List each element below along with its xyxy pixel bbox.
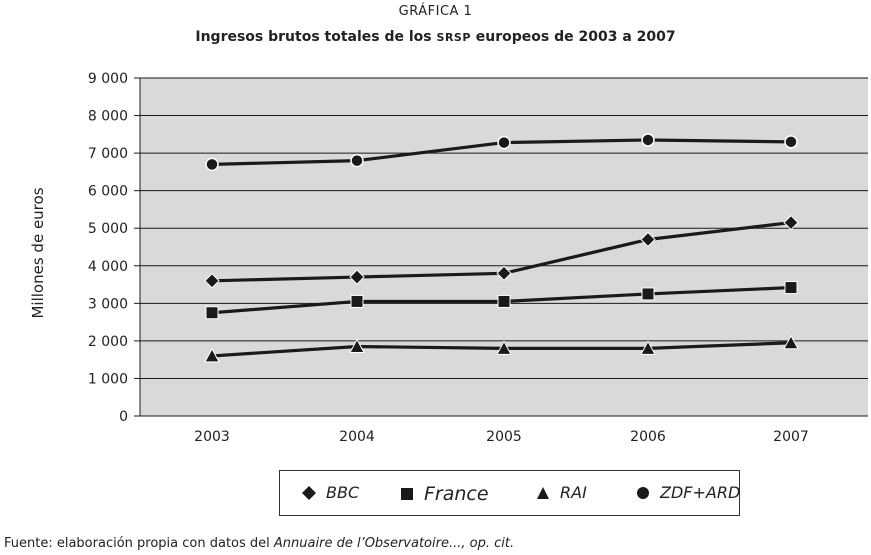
triangle-marker-icon — [537, 486, 549, 499]
legend-label-zdf-ard: ZDF+ARD — [660, 483, 741, 502]
legend-label-france: France — [424, 483, 489, 505]
data-point-circle — [497, 135, 511, 150]
data-point-circle — [205, 157, 219, 172]
data-point-square — [205, 306, 219, 320]
source-note: Fuente: elaboración propia con datos del… — [4, 536, 514, 551]
data-point-triangle — [783, 334, 799, 350]
chart-title: Ingresos brutos totales de los SRSP euro… — [0, 29, 871, 45]
x-tick-label: 2004 — [339, 429, 375, 445]
source-prefix: Fuente: elaboración propia con datos del — [4, 536, 274, 551]
legend-item-zdf-ard: ZDF+ARD — [636, 483, 740, 502]
plot-area — [140, 78, 868, 416]
legend-label-rai: RAI — [560, 483, 587, 502]
data-point-circle — [784, 135, 798, 149]
circle-marker-icon — [637, 486, 649, 499]
data-point-triangle — [496, 340, 512, 355]
data-point-square — [350, 294, 364, 308]
y-tick-label: 8 000 — [88, 109, 128, 125]
source-citation: Annuaire de l’Observatoire..., op. cit. — [273, 536, 515, 551]
title-part-2: europeos de 2003 a 2007 — [470, 29, 676, 45]
data-point-circle — [641, 133, 655, 147]
data-point-diamond — [496, 265, 512, 281]
diamond-marker-icon — [302, 485, 316, 500]
y-tick-label: 7 000 — [88, 146, 128, 162]
line-chart: 0 1 000 2 000 3 000 4 000 5 000 6 000 7 000 8 00… — [88, 71, 868, 445]
title-part-1: Ingresos brutos totales de los — [195, 29, 437, 45]
data-point-triangle — [349, 338, 365, 354]
y-tick-label: 4 000 — [88, 259, 128, 275]
square-marker-icon — [401, 488, 413, 500]
y-tick-label: 9 000 — [88, 71, 128, 87]
data-point-diamond — [783, 214, 799, 231]
y-tick-label: 5 000 — [88, 221, 128, 237]
x-tick-label: 2006 — [630, 429, 666, 445]
data-point-diamond — [204, 273, 220, 289]
figure-label: GRÁFICA 1 — [398, 4, 473, 19]
data-point-diamond — [349, 269, 365, 285]
y-tick-label: 6 000 — [88, 184, 128, 200]
data-point-square — [641, 287, 655, 301]
data-point-square — [497, 294, 511, 308]
data-point-diamond — [640, 231, 656, 248]
legend-item-rai: RAI — [536, 483, 587, 502]
x-tick-label: 2003 — [194, 429, 230, 445]
x-tick-label: 2007 — [773, 429, 809, 445]
data-point-triangle — [204, 347, 220, 363]
legend-item-bbc: BBC — [302, 483, 359, 502]
chart-legend: BBC France RAI ZDF+ARD — [279, 470, 740, 516]
data-point-triangle — [640, 340, 656, 355]
data-point-circle — [350, 153, 364, 168]
title-smallcaps: SRSP — [436, 31, 471, 44]
data-point-square — [784, 281, 798, 295]
y-tick-label: 3 000 — [88, 296, 128, 312]
y-tick-label: 0 — [119, 409, 128, 425]
y-tick-label: 2 000 — [88, 334, 128, 350]
x-tick-label: 2005 — [486, 429, 522, 445]
y-tick-label: 1 000 — [88, 371, 128, 387]
legend-label-bbc: BBC — [326, 483, 360, 502]
legend-item-france: France — [400, 483, 489, 505]
